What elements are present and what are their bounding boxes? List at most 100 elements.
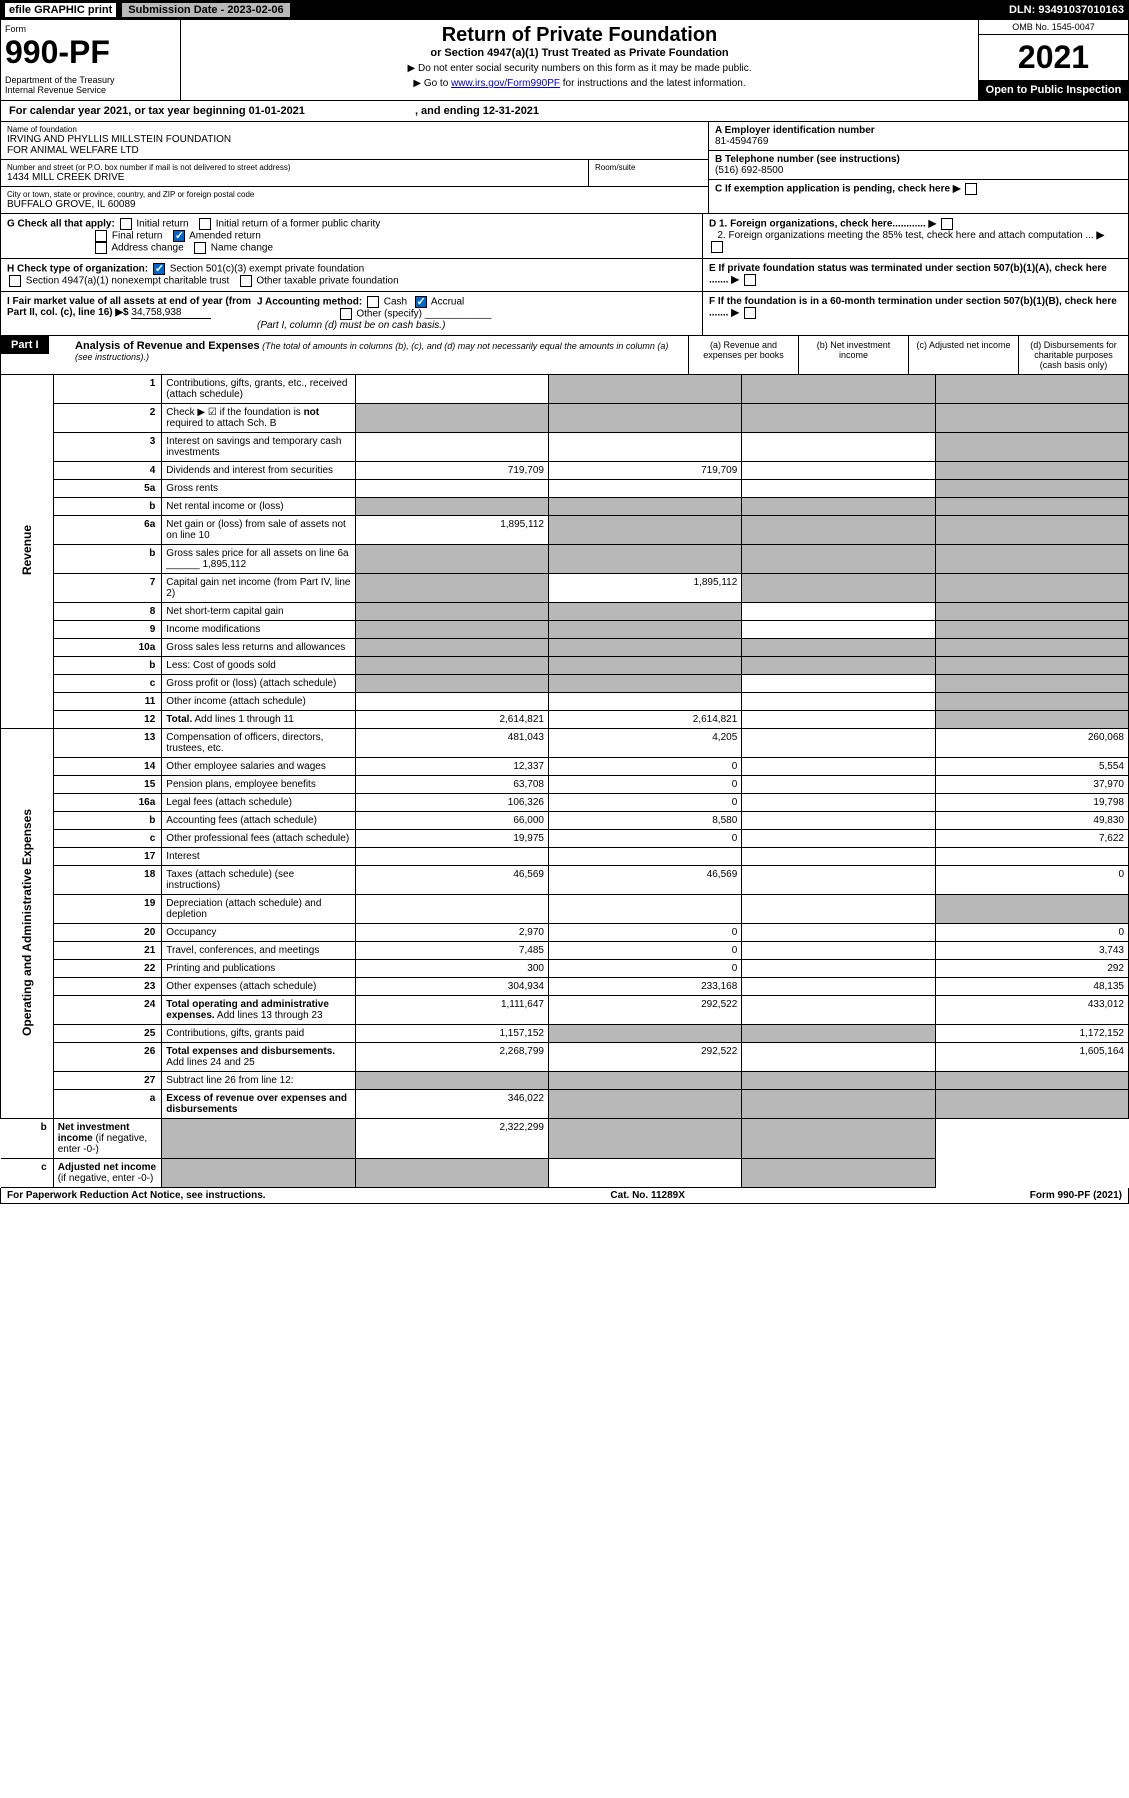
table-row: 18Taxes (attach schedule) (see instructi… [1,866,1129,895]
other-specify-checkbox[interactable] [340,308,352,320]
line-number: b [53,812,162,830]
table-row: 8Net short-term capital gain [1,603,1129,621]
table-row: bNet investment income (if negative, ent… [1,1119,1129,1159]
amount-cell-shaded [742,1159,935,1188]
amount-cell-shaded [935,1072,1128,1090]
amount-cell: 0 [548,794,741,812]
amount-cell: 304,934 [355,978,548,996]
foreign-85-checkbox[interactable] [711,241,723,253]
table-row: 14Other employee salaries and wages12,33… [1,758,1129,776]
form-header-right: OMB No. 1545-0047 2021 Open to Public In… [978,20,1128,100]
amount-cell [742,996,935,1025]
amount-cell: 1,157,152 [355,1025,548,1043]
table-row: 9Income modifications [1,621,1129,639]
address-change-checkbox[interactable] [95,242,107,254]
507b1a-checkbox[interactable] [744,274,756,286]
fmv-value: 34,758,938 [131,307,211,319]
line-number: 22 [53,960,162,978]
line-number: 5a [53,480,162,498]
amount-cell: 46,569 [548,866,741,895]
line-number: 13 [53,729,162,758]
amount-cell: 292,522 [548,1043,741,1072]
amount-cell: 233,168 [548,978,741,996]
amount-cell [742,924,935,942]
name-change-checkbox[interactable] [194,242,206,254]
amount-cell-shaded [742,1119,935,1159]
amount-cell [742,866,935,895]
analysis-table: Revenue1Contributions, gifts, grants, et… [0,375,1129,1188]
amount-cell-shaded [162,1159,355,1188]
amount-cell [355,848,548,866]
amount-cell: 63,708 [355,776,548,794]
line-description: Total. Add lines 1 through 11 [162,711,355,729]
amount-cell: 481,043 [355,729,548,758]
line-number: b [53,545,162,574]
amount-cell [742,812,935,830]
amount-cell: 292 [935,960,1128,978]
foreign-org-checkbox[interactable] [941,218,953,230]
line-number: 8 [53,603,162,621]
table-row: cGross profit or (loss) (attach schedule… [1,675,1129,693]
dln: DLN: 93491037010163 [1009,4,1124,16]
line-description: Excess of revenue over expenses and disb… [162,1090,355,1119]
amount-cell-shaded [355,545,548,574]
amount-cell [742,830,935,848]
line-number: 25 [53,1025,162,1043]
table-row: 11Other income (attach schedule) [1,693,1129,711]
line-description: Net investment income (if negative, ente… [53,1119,162,1159]
line-number: c [53,830,162,848]
amount-cell: 292,522 [548,996,741,1025]
amount-cell: 4,205 [548,729,741,758]
line-description: Subtract line 26 from line 12: [162,1072,355,1090]
line-description: Net gain or (loss) from sale of assets n… [162,516,355,545]
table-row: 22Printing and publications3000292 [1,960,1129,978]
other-taxable-checkbox[interactable] [240,275,252,287]
amount-cell [742,621,935,639]
initial-return-checkbox[interactable] [120,218,132,230]
cash-checkbox[interactable] [367,296,379,308]
line-number: 1 [53,375,162,404]
amount-cell [355,693,548,711]
table-row: 26Total expenses and disbursements. Add … [1,1043,1129,1072]
amount-cell [548,848,741,866]
table-row: 7Capital gain net income (from Part IV, … [1,574,1129,603]
line-number: 24 [53,996,162,1025]
4947a1-checkbox[interactable] [9,275,21,287]
calendar-year-row: For calendar year 2021, or tax year begi… [0,101,1129,122]
amount-cell: 1,895,112 [355,516,548,545]
amount-cell-shaded [548,675,741,693]
amount-cell [742,895,935,924]
initial-return-former-checkbox[interactable] [199,218,211,230]
col-b-header: (b) Net investment income [798,336,908,374]
table-row: 23Other expenses (attach schedule)304,93… [1,978,1129,996]
section-h: H Check type of organization: Section 50… [0,259,1129,292]
amount-cell: 37,970 [935,776,1128,794]
amount-cell: 5,554 [935,758,1128,776]
table-row: 5aGross rents [1,480,1129,498]
507b1b-checkbox[interactable] [744,307,756,319]
line-description: Printing and publications [162,960,355,978]
amount-cell: 8,580 [548,812,741,830]
table-row: 19Depreciation (attach schedule) and dep… [1,895,1129,924]
accrual-checkbox[interactable] [415,296,427,308]
amount-cell-shaded [935,375,1128,404]
line-number: 15 [53,776,162,794]
amount-cell: 2,614,821 [355,711,548,729]
form990pf-link[interactable]: www.irs.gov/Form990PF [451,78,560,89]
line-description: Contributions, gifts, grants, etc., rece… [162,375,355,404]
form-title: Return of Private Foundation [185,24,974,47]
amount-cell-shaded [742,375,935,404]
amount-cell [742,675,935,693]
amended-return-checkbox[interactable] [173,230,185,242]
catalog-no: Cat. No. 11289X [266,1190,1030,1201]
line-description: Other employee salaries and wages [162,758,355,776]
line-description: Gross sales price for all assets on line… [162,545,355,574]
final-return-checkbox[interactable] [95,230,107,242]
line-description: Occupancy [162,924,355,942]
amount-cell: 0 [548,960,741,978]
501c3-checkbox[interactable] [153,263,165,275]
table-row: 6aNet gain or (loss) from sale of assets… [1,516,1129,545]
amount-cell: 3,743 [935,942,1128,960]
amount-cell [548,1159,741,1188]
exemption-checkbox[interactable] [965,183,977,195]
